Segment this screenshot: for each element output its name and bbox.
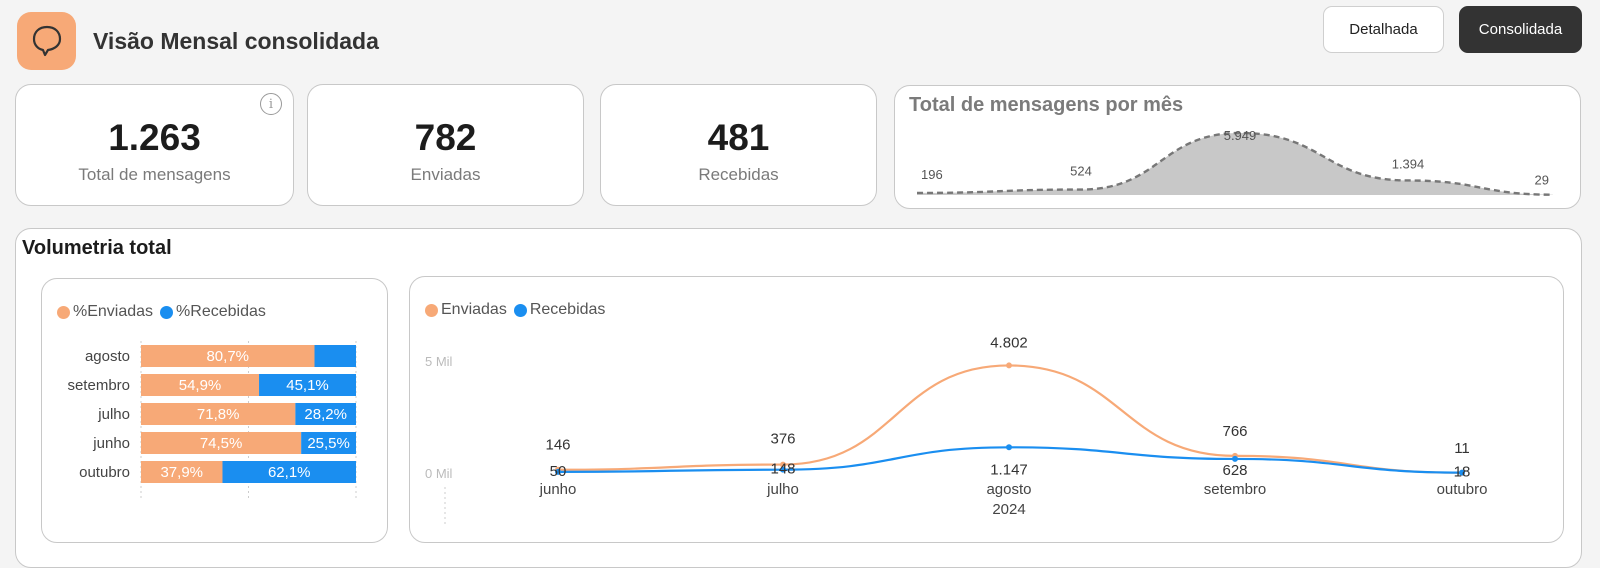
data-label-recebidas: 18: [1454, 464, 1471, 481]
kpi-received-value: 481: [707, 117, 770, 158]
bar-value-label: 28,2%: [304, 406, 347, 423]
y-tick-label: 0 Mil: [425, 466, 453, 481]
legend-dot: [57, 305, 70, 319]
detailed-view-button[interactable]: Detalhada: [1323, 6, 1444, 53]
section-title: Volumetria total: [22, 237, 172, 259]
bar-enviadas: [141, 374, 260, 396]
bar-enviadas: [141, 345, 315, 367]
data-label: 524: [1070, 164, 1092, 179]
x-tick-label: setembro: [1204, 481, 1267, 498]
data-point: [1006, 362, 1012, 369]
percent-stacked-bar-chart: agosto 80,7% setembro 54,9% 45,1% julho 71,8% 2…: [67, 341, 357, 499]
bar-recebidas: [259, 374, 356, 396]
area-fill: [917, 133, 1553, 195]
legend-label: Enviadas: [441, 301, 507, 318]
bar-recebidas: [301, 432, 356, 454]
category-label: agosto: [85, 348, 130, 365]
monthly-total-area-chart: 196 524 5.949 1.394 29: [916, 128, 1554, 196]
category-label: setembro: [67, 377, 130, 394]
bar-enviadas: [141, 432, 302, 454]
percent-bar-card: %Enviadas %Recebidas agosto 80,7% setembro…: [41, 278, 388, 543]
bar-value-label: 45,1%: [286, 377, 329, 394]
legend-label: %Recebidas: [176, 303, 266, 320]
bar-enviadas: [141, 461, 223, 483]
data-label-enviadas: 376: [770, 431, 795, 448]
data-label: 29: [1535, 173, 1549, 188]
kpi-total-value: 1.263: [108, 117, 201, 158]
page-title: Visão Mensal consolidada: [93, 28, 379, 54]
x-tick-label: junho: [539, 481, 577, 498]
data-point: [780, 461, 786, 468]
data-point: [1232, 455, 1238, 462]
legend-dot: [513, 303, 527, 317]
bar-value-label: 37,9%: [160, 464, 203, 481]
x-group-label: 2024: [992, 501, 1025, 518]
bar-recebidas: [314, 345, 356, 367]
data-label: 196: [921, 167, 943, 182]
x-tick-label: agosto: [986, 481, 1031, 498]
legend-item-enviadas[interactable]: %Enviadas: [57, 303, 153, 321]
kpi-total-card: i 1.263 Total de mensagens: [15, 84, 294, 206]
bar-value-label: 25,5%: [307, 435, 350, 452]
category-label: junho: [92, 435, 130, 452]
bar-value-label: 62,1%: [268, 464, 311, 481]
data-label-enviadas: 146: [545, 437, 570, 454]
legend-item-recebidas[interactable]: %Recebidas: [160, 303, 266, 321]
legend-item-recebidas[interactable]: Recebidas: [513, 301, 606, 319]
data-label-recebidas: 148: [770, 461, 795, 478]
series-line-enviadas: [557, 364, 1463, 474]
line-legend: Enviadas Recebidas: [425, 301, 612, 319]
bar-value-label: 74,5%: [200, 435, 243, 452]
data-label-enviadas: 4.802: [990, 334, 1028, 351]
bar-recebidas: [295, 403, 356, 425]
kpi-received-card: 481 Recebidas: [600, 84, 877, 206]
kpi-received-label: Recebidas: [698, 165, 779, 184]
kpi-total-label: Total de mensagens: [78, 165, 231, 184]
legend-label: %Enviadas: [73, 303, 154, 320]
data-label-recebidas: 50: [550, 463, 567, 480]
area-line: [916, 131, 1554, 196]
data-point: [1006, 444, 1012, 451]
bar-recebidas: [222, 461, 356, 483]
consolidated-view-button[interactable]: Consolidada: [1459, 6, 1582, 53]
monthly-total-card: Total de mensagens por mês 196 524 5.949 1.…: [894, 85, 1581, 209]
data-label-enviadas: 766: [1222, 423, 1247, 440]
legend-dot: [160, 305, 174, 319]
data-label-recebidas: 628: [1222, 462, 1247, 479]
y-tick-label: 5 Mil: [425, 354, 453, 369]
legend-label: Recebidas: [529, 301, 606, 318]
data-label-enviadas: 11: [1454, 440, 1470, 457]
data-label: 5.949: [1224, 128, 1257, 143]
messages-line-chart: 5 Mil 0 Mil 146 376 4.802 766 11 50 148 1.147 628 1…: [425, 334, 1488, 527]
legend-item-enviadas[interactable]: Enviadas: [425, 301, 507, 319]
legend-dot: [425, 303, 438, 317]
monthly-total-title: Total de mensagens por mês: [909, 94, 1184, 116]
data-point: [1459, 469, 1465, 476]
chat-bubble-icon: [32, 25, 61, 57]
kpi-sent-value: 782: [414, 117, 477, 158]
bar-value-label: 71,8%: [197, 406, 240, 423]
info-icon[interactable]: i: [260, 93, 282, 115]
app-icon: [17, 12, 76, 70]
kpi-sent-card: 782 Enviadas: [307, 84, 584, 206]
bar-value-label: 80,7%: [206, 348, 249, 365]
category-label: outubro: [79, 464, 130, 481]
line-chart-card: Enviadas Recebidas 5 Mil 0 Mil 146 376 4.802…: [409, 276, 1564, 543]
bar-enviadas: [141, 403, 296, 425]
bar-value-label: 54,9%: [179, 377, 222, 394]
data-point: [780, 466, 786, 473]
category-label: julho: [97, 406, 130, 423]
bar-legend: %Enviadas %Recebidas: [57, 303, 273, 321]
data-label-recebidas: 1.147: [990, 461, 1028, 478]
data-point: [555, 468, 561, 475]
x-tick-label: outubro: [1437, 481, 1488, 498]
data-label: 1.394: [1392, 156, 1425, 171]
x-tick-label: julho: [766, 481, 799, 498]
kpi-sent-label: Enviadas: [410, 165, 481, 184]
